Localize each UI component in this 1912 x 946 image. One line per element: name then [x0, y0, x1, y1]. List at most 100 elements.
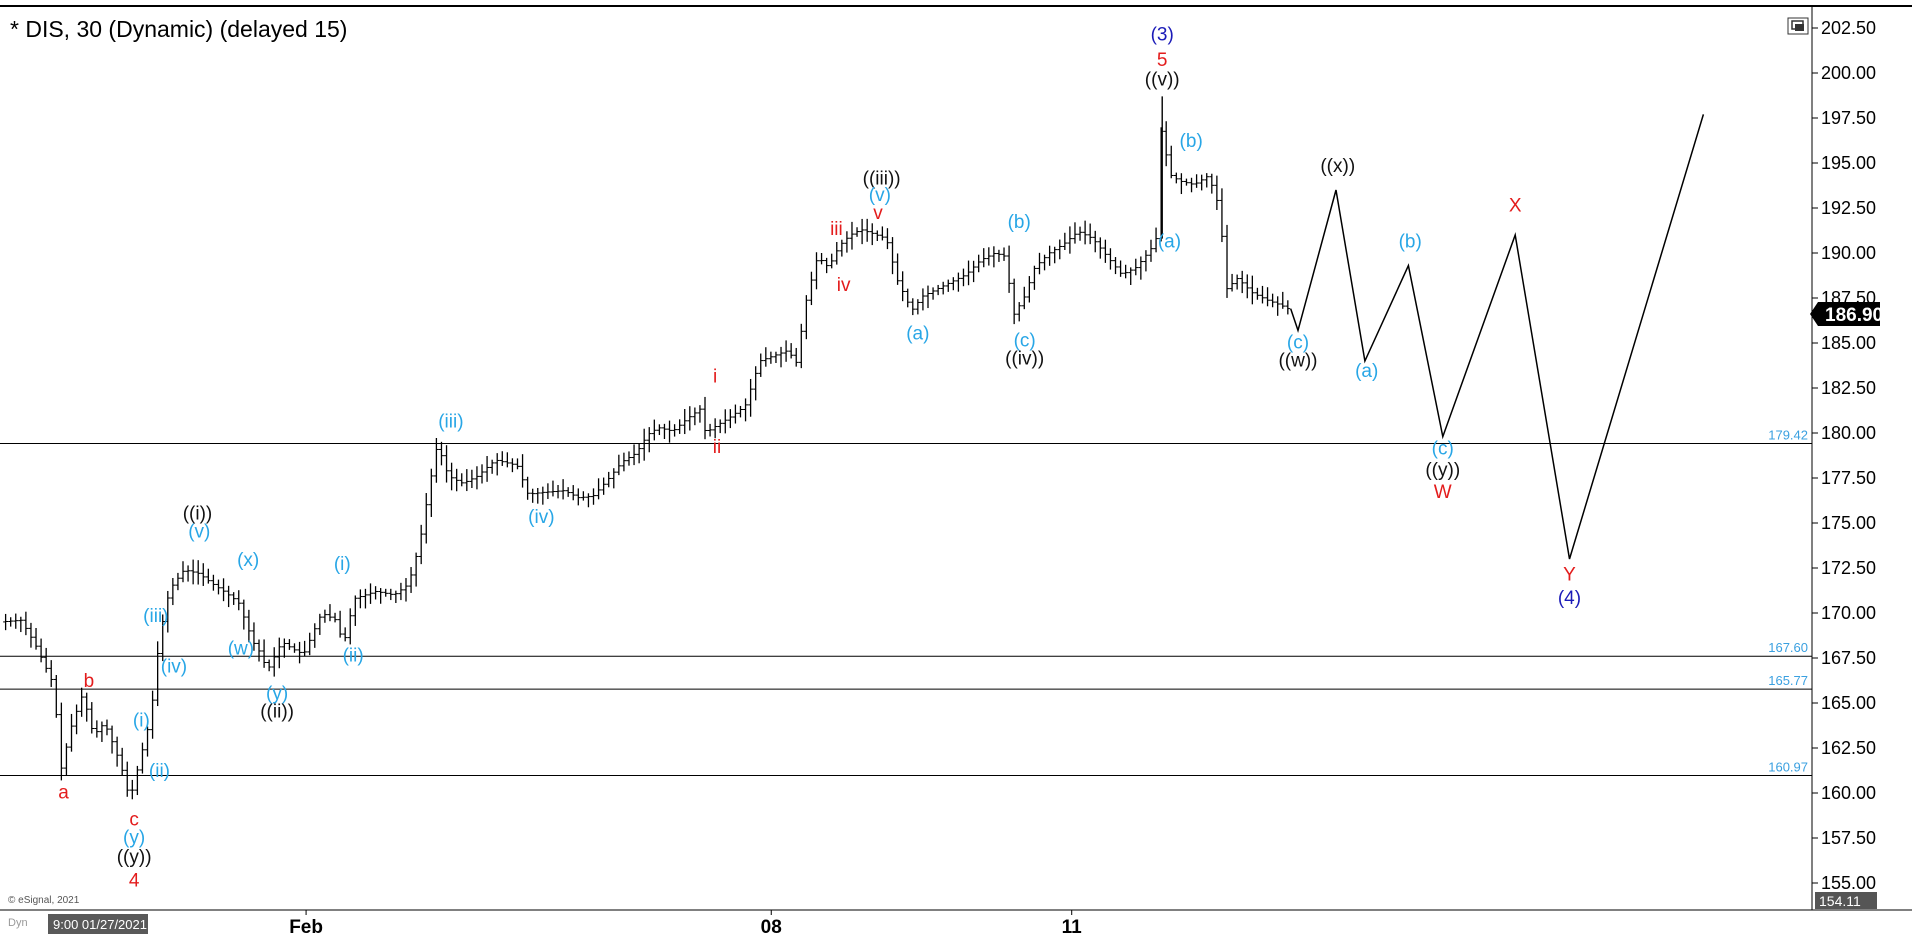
ohlc-bar [449, 462, 455, 491]
ohlc-bar [368, 583, 374, 604]
ohlc-bar [636, 443, 642, 464]
ohlc-bar [819, 252, 825, 265]
ohlc-bar [1199, 174, 1205, 191]
ohlc-bar [357, 589, 363, 609]
ohlc-bar [362, 588, 368, 609]
ohlc-bar [18, 616, 24, 633]
ohlc-bar [702, 396, 708, 440]
ohlc-bar [641, 428, 647, 461]
y-tick-label: 180.00 [1821, 423, 1876, 443]
ohlc-bar [555, 485, 561, 499]
ohlc-bar [1062, 232, 1068, 251]
ohlc-bar [803, 295, 809, 340]
ohlc-bar [302, 640, 308, 657]
ohlc-bar [1133, 258, 1139, 276]
y-tick-label: 197.50 [1821, 108, 1876, 128]
ohlc-bar [205, 568, 211, 584]
wave-label: ((y)) [1425, 460, 1460, 481]
ohlc-bar [1224, 224, 1230, 298]
y-tick-label: 185.00 [1821, 333, 1876, 353]
ohlc-bar [616, 454, 622, 476]
ohlc-bar [900, 271, 906, 302]
wave-label: iii [830, 219, 843, 240]
ohlc-bar [955, 272, 961, 292]
ohlc-bar [874, 230, 880, 241]
y-tick-label: 160.00 [1821, 783, 1876, 803]
ohlc-bar [570, 485, 576, 501]
ohlc-bar [682, 408, 688, 435]
ohlc-bar [1082, 220, 1088, 245]
ohlc-bar [717, 419, 723, 434]
ohlc-bar [43, 647, 49, 673]
ohlc-bar [986, 247, 992, 266]
y-tick-label: 200.00 [1821, 63, 1876, 83]
ohlc-bar [606, 471, 612, 488]
y-tick-label: 175.00 [1821, 513, 1876, 533]
ohlc-bar [383, 588, 389, 597]
ohlc-bar [307, 632, 313, 656]
ohlc-bar [129, 779, 135, 800]
ohlc-bar [869, 223, 875, 246]
ohlc-bar [981, 248, 987, 268]
ohlc-bar [656, 424, 662, 436]
ohlc-bar [829, 253, 835, 269]
ohlc-bar [1123, 264, 1129, 279]
ohlc-bar [661, 423, 667, 439]
wave-label: (b) [1008, 212, 1031, 233]
ohlc-bar [109, 725, 115, 754]
wave-label: c [129, 809, 139, 830]
y-tick-label: 192.50 [1821, 198, 1876, 218]
wave-label: (x) [237, 550, 259, 571]
ohlc-bar [210, 574, 216, 591]
ohlc-bar [991, 246, 997, 268]
ohlc-bar [788, 343, 794, 359]
wave-label: (c) [1014, 331, 1036, 352]
ohlc-bar [1072, 222, 1078, 244]
ohlc-bar [530, 488, 536, 503]
wave-label: (b) [1399, 232, 1422, 253]
ohlc-bar [134, 765, 140, 796]
ohlc-bar [428, 468, 434, 517]
ohlc-bar [545, 483, 551, 499]
ohlc-bar [185, 565, 191, 582]
ohlc-bar [509, 458, 515, 473]
ohlc-bar [722, 409, 728, 434]
ohlc-bar [58, 702, 64, 781]
wave-label: Y [1563, 565, 1576, 586]
ohlc-bar [844, 231, 850, 253]
ohlc-bar [312, 623, 318, 648]
ohlc-bar [1031, 265, 1037, 290]
ohlc-bar [591, 488, 597, 505]
ohlc-bar [139, 742, 145, 774]
ohlc-bar [104, 719, 110, 736]
ohlc-bar [1016, 302, 1022, 322]
ohlc-bar [895, 253, 901, 285]
window-restore-icon[interactable] [1787, 17, 1809, 35]
ohlc-bar [1183, 178, 1189, 186]
wave-label: (c) [1432, 439, 1454, 460]
wave-label: (c) [1287, 332, 1309, 353]
wave-label: ((iv)) [1005, 349, 1044, 370]
x-tick-label: 08 [761, 917, 782, 938]
ohlc-bar [520, 454, 526, 488]
ohlc-bar [672, 424, 678, 437]
ohlc-bar [814, 252, 819, 290]
ohlc-bar [712, 418, 718, 439]
ohlc-bar [408, 567, 414, 593]
wave-label: ((x)) [1320, 156, 1355, 177]
ohlc-bar [971, 260, 977, 283]
ohlc-bar [69, 713, 75, 752]
ohlc-bar [342, 627, 348, 642]
ohlc-bar [347, 608, 353, 645]
ohlc-bar [1204, 173, 1210, 188]
ohlc-bar [8, 617, 14, 627]
wave-label: 4 [129, 871, 140, 892]
wave-label: (iv) [161, 656, 187, 677]
ohlc-bar [1128, 267, 1134, 286]
ohlc-bar [910, 298, 916, 316]
ohlc-bar [469, 469, 475, 488]
ohlc-bar [413, 552, 419, 587]
ohlc-bar [525, 476, 531, 500]
ohlc-bar [1168, 145, 1174, 179]
ohlc-bar [124, 761, 130, 797]
